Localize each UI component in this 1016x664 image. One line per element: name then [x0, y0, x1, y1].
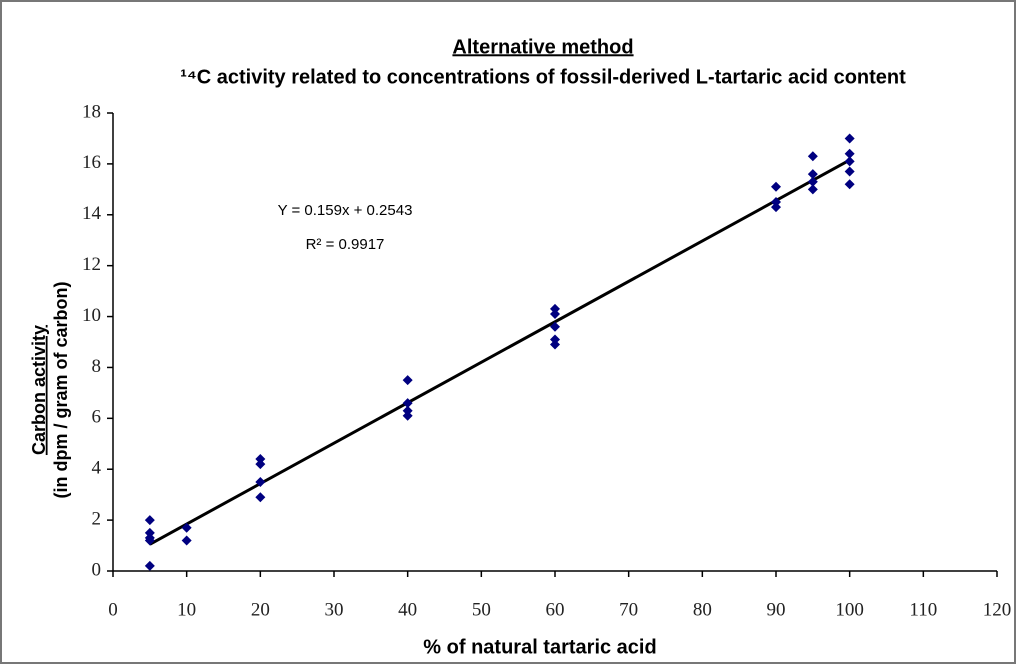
- data-point: [402, 405, 413, 416]
- data-point: [844, 148, 855, 159]
- chart-title: Alternative method: [452, 36, 633, 58]
- data-point: [181, 535, 192, 546]
- x-tick-label: 100: [835, 599, 864, 620]
- data-point: [144, 560, 155, 571]
- data-point: [550, 321, 560, 332]
- x-tick-label: 90: [767, 599, 786, 620]
- x-tick-label: 50: [472, 599, 491, 620]
- data-point: [181, 522, 192, 533]
- data-point: [550, 334, 560, 345]
- data-point: [844, 156, 855, 167]
- data-point: [255, 476, 266, 487]
- x-tick-label: 40: [398, 599, 417, 620]
- y-tick-label: 12: [82, 254, 101, 275]
- data-point: [550, 339, 560, 350]
- annotation: R² = 0.9917: [306, 236, 385, 253]
- y-tick-label: 10: [82, 305, 101, 326]
- y-tick-label: 16: [82, 152, 101, 173]
- data-point: [771, 181, 781, 192]
- data-point: [771, 202, 781, 213]
- data-point: [550, 303, 560, 314]
- x-tick-label: 110: [909, 599, 937, 620]
- data-point: [402, 398, 413, 409]
- x-tick-label: 60: [546, 599, 565, 620]
- x-tick-label: 70: [619, 599, 638, 620]
- data-point: [844, 133, 855, 144]
- y-tick-label: 0: [92, 559, 102, 580]
- data-point: [807, 184, 818, 195]
- y-axis-label: (in dpm / gram of carbon): [51, 281, 71, 498]
- data-point: [771, 197, 781, 208]
- data-point: [255, 454, 266, 465]
- x-tick-label: 30: [325, 599, 344, 620]
- y-tick-label: 8: [92, 356, 102, 377]
- trendline: [149, 158, 851, 546]
- y-tick-label: 6: [92, 407, 102, 428]
- x-tick-label: 80: [693, 599, 712, 620]
- data-point: [144, 515, 155, 526]
- data-point: [144, 535, 155, 546]
- data-point: [807, 176, 818, 187]
- chart-subtitle: ¹⁴C activity related to concentrations o…: [180, 66, 906, 88]
- data-point: [144, 527, 155, 538]
- data-point: [844, 166, 855, 177]
- y-tick-label: 14: [82, 203, 102, 224]
- data-point: [402, 375, 413, 386]
- data-point: [844, 179, 855, 190]
- data-point: [550, 309, 560, 320]
- x-axis-label: % of natural tartaric acid: [423, 636, 656, 658]
- data-point: [402, 410, 413, 421]
- x-tick-label: 20: [251, 599, 270, 620]
- y-tick-label: 2: [92, 508, 102, 529]
- x-tick-label: 0: [108, 599, 118, 620]
- x-tick-label: 10: [177, 599, 196, 620]
- annotation: Y = 0.159x + 0.2543: [278, 202, 413, 219]
- data-point: [255, 459, 266, 470]
- data-point: [807, 151, 818, 162]
- y-tick-label: 4: [92, 458, 102, 479]
- data-point: [255, 492, 266, 503]
- y-tick-label: 18: [82, 101, 101, 122]
- y-axis-label: Carbon activity: [29, 325, 49, 455]
- x-tick-label: 120: [983, 599, 1012, 620]
- data-point: [807, 169, 818, 180]
